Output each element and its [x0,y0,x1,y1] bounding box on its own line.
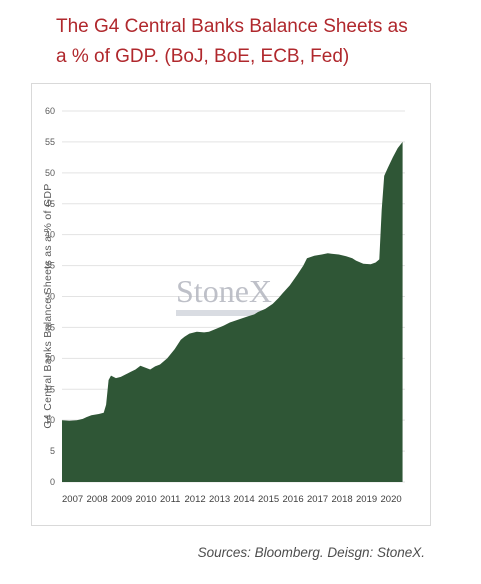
y-tick-label: 40 [45,230,55,240]
y-axis-label: G4 Central Banks Balance Sheets as a % o… [42,183,54,428]
y-tick-label: 15 [45,384,55,394]
x-tick-label: 2020 [381,494,402,505]
x-tick-label: 2014 [234,494,255,505]
y-tick-label: 55 [45,137,55,147]
x-tick-label: 2016 [283,494,304,505]
chart-title-line-1: The G4 Central Banks Balance Sheets as [56,16,408,37]
x-tick-label: 2008 [87,494,108,505]
x-tick-label: 2009 [111,494,132,505]
x-tick-label: 2019 [356,494,377,505]
balance-sheet-chart: StoneX 0 5 10 15 20 25 30 35 40 45 50 55 60 2007 2008… [42,106,405,505]
x-tick-label: 2013 [209,494,230,505]
y-tick-label: 20 [45,353,55,363]
y-tick-label: 60 [45,106,55,116]
chart-title: The G4 Central Banks Balance Sheets as a… [56,12,456,72]
x-tick-label: 2015 [258,494,279,505]
chart-area: StoneX 0 5 10 15 20 25 30 35 40 45 50 55 60 2007 2008… [31,83,431,526]
x-tick-label: 2010 [136,494,157,505]
x-tick-label: 2012 [185,494,206,505]
y-tick-label: 30 [45,292,55,302]
x-tick-label: 2011 [160,494,180,505]
y-tick-label: 35 [45,261,55,271]
y-tick-label: 0 [50,477,55,487]
y-tick-label: 10 [45,415,55,425]
source-note: Sources: Bloomberg. Deisgn: StoneX. [197,545,425,560]
watermark-bar [176,310,272,316]
y-tick-label: 50 [45,168,55,178]
x-axis-ticks: 2007 2008 2009 2010 2011 2012 2013 2014 2015 2016… [62,494,402,505]
y-tick-label: 5 [50,446,55,456]
x-tick-label: 2018 [332,494,353,505]
y-tick-label: 45 [45,199,55,209]
x-tick-label: 2007 [62,494,83,505]
y-axis-ticks: 0 5 10 15 20 25 30 35 40 45 50 55 60 [45,106,55,487]
y-tick-label: 25 [45,322,55,332]
stonex-watermark: StoneX [176,273,272,309]
x-tick-label: 2017 [307,494,328,505]
balance-sheet-area-series [62,141,403,482]
chart-title-line-2: a % of GDP. (BoJ, BoE, ECB, Fed) [56,46,350,67]
